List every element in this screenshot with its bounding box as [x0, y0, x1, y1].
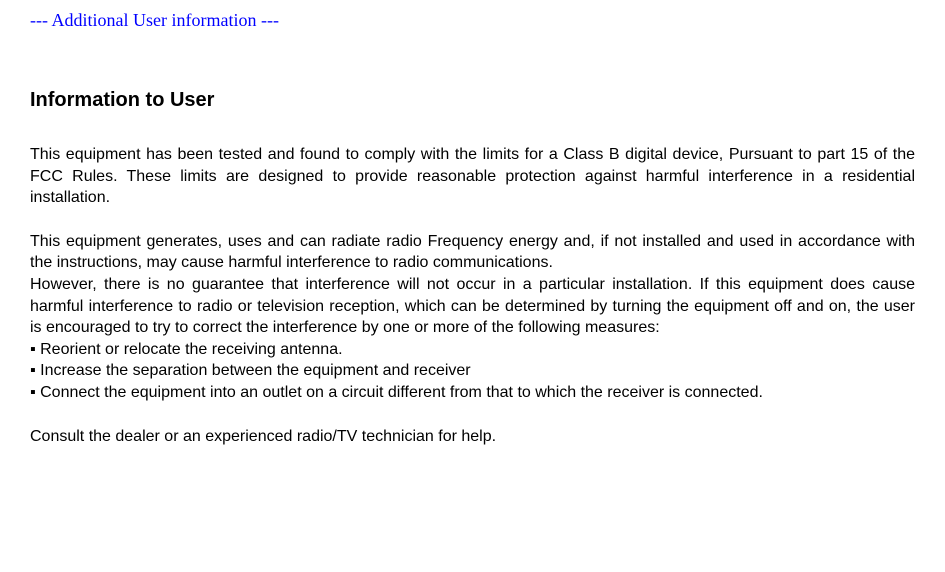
bullet-text: Increase the separation between the equi… [40, 362, 471, 379]
paragraph-2a: This equipment generates, uses and can r… [30, 231, 915, 274]
closing-line: Consult the dealer or an experienced rad… [30, 426, 915, 448]
paragraph-2b: However, there is no guarantee that inte… [30, 274, 915, 339]
list-item: ▪ Reorient or relocate the receiving ant… [30, 339, 915, 361]
bullet-marker: ▪ [30, 362, 40, 379]
page-title: Information to User [30, 89, 915, 112]
paragraph-1: This equipment has been tested and found… [30, 144, 915, 209]
list-item: ▪ Increase the separation between the eq… [30, 360, 915, 382]
bullet-marker: ▪ [30, 341, 40, 358]
list-item: ▪ Connect the equipment into an outlet o… [30, 382, 915, 404]
bullet-text: Connect the equipment into an outlet on … [40, 384, 763, 401]
bullet-text: Reorient or relocate the receiving anten… [40, 341, 342, 358]
bullet-marker: ▪ [30, 384, 40, 401]
bullet-list: ▪ Reorient or relocate the receiving ant… [30, 339, 915, 404]
section-header: --- Additional User information --- [30, 10, 915, 31]
